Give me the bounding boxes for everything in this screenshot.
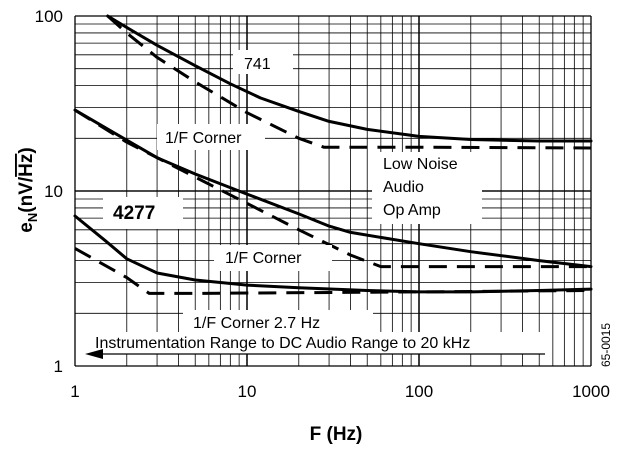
annotation-label: Low Noise xyxy=(383,156,458,173)
x-tick-label: 1000 xyxy=(572,382,610,401)
annotation-label: Audio xyxy=(383,179,424,196)
y-tick-label: 100 xyxy=(35,7,63,26)
x-axis-label: F (Hz) xyxy=(310,424,363,445)
x-tick-label: 100 xyxy=(405,382,433,401)
annotations: 741 1/F Corner Low Noise Audio Op Amp 4277 1/F… xyxy=(85,50,550,359)
annotation-background xyxy=(372,152,482,224)
y-axis-label-close: ) xyxy=(16,147,37,153)
annotation-label: Instrumentation Range to DC Audio Range … xyxy=(95,335,470,352)
series-1-line xyxy=(106,14,593,143)
annotation-background xyxy=(183,310,373,336)
annotation-background xyxy=(90,332,550,354)
y-tick-label: 1 xyxy=(54,357,63,376)
y-axis-label: eN(nV/Hz) xyxy=(16,147,40,232)
y-axis-label-radicand: Hz xyxy=(16,154,37,177)
annotation-background xyxy=(157,124,265,150)
figure-code: 65-0015 xyxy=(599,323,613,367)
y-axis-label-sub: N xyxy=(25,213,40,222)
series-5-line xyxy=(73,214,593,294)
tick-labels: 1 10 100 1000 1 10 100 xyxy=(35,7,610,401)
range-arrow-head xyxy=(85,349,103,359)
annotation-label: 4277 xyxy=(113,203,155,224)
y-axis-label-units: (nV/ xyxy=(16,176,37,213)
x-tick-label: 1 xyxy=(70,382,79,401)
annotation-label: 1/F Corner 2.7 Hz xyxy=(193,315,320,332)
series-4-line xyxy=(74,108,591,269)
annotation-label: 1/F Corner xyxy=(225,250,302,267)
x-tick-label: 10 xyxy=(238,382,257,401)
svg-text:eN(nV/Hz): eN(nV/Hz) xyxy=(16,147,40,232)
y-axis-label-main: e xyxy=(16,222,37,233)
series-3-line xyxy=(73,108,593,269)
annotation-label: 741 xyxy=(244,56,271,73)
annotation-background xyxy=(103,197,183,229)
y-tick-label: 10 xyxy=(44,182,63,201)
series-2-line xyxy=(106,14,592,150)
annotation-background xyxy=(233,50,293,74)
series-group xyxy=(73,14,593,295)
annotation-label: 1/F Corner xyxy=(165,130,242,147)
annotation-background xyxy=(214,245,332,271)
annotation-label: Op Amp xyxy=(383,202,441,219)
